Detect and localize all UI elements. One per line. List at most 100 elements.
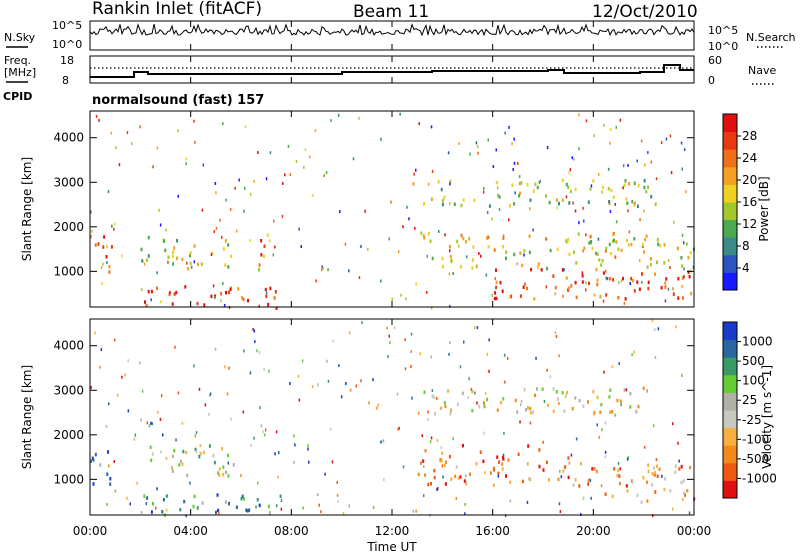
data-cell xyxy=(212,284,215,288)
data-cell xyxy=(237,287,240,291)
data-cell xyxy=(464,503,466,506)
data-cell xyxy=(165,228,167,232)
data-cell xyxy=(92,458,95,462)
data-cell xyxy=(505,256,507,261)
data-cell xyxy=(423,390,426,394)
data-cell xyxy=(502,453,505,457)
data-cell xyxy=(623,183,626,187)
data-cell xyxy=(429,440,432,444)
data-cell xyxy=(415,168,417,172)
data-cell xyxy=(406,205,408,209)
power-y-axis: 1000 2000 3000 4000 xyxy=(53,131,694,278)
data-cell xyxy=(348,331,351,335)
data-cell xyxy=(604,492,607,496)
data-cell xyxy=(636,159,638,163)
data-cell xyxy=(505,474,507,478)
data-cell xyxy=(665,137,668,141)
data-cell xyxy=(465,240,467,244)
data-cell xyxy=(518,181,521,186)
data-cell xyxy=(578,398,581,403)
data-cell xyxy=(229,208,232,211)
data-cell xyxy=(565,276,568,280)
data-cell xyxy=(498,195,501,199)
data-cell xyxy=(592,179,595,183)
data-cell xyxy=(546,368,548,372)
data-cell xyxy=(519,294,522,298)
data-cell xyxy=(212,453,215,458)
data-cell xyxy=(398,250,400,254)
data-cell xyxy=(614,255,617,259)
data-cell xyxy=(574,478,577,482)
data-cell xyxy=(449,341,451,344)
data-cell xyxy=(606,277,609,281)
data-cell xyxy=(508,218,510,222)
data-cell xyxy=(444,233,446,237)
data-cell xyxy=(175,438,177,442)
data-cell xyxy=(610,188,613,193)
data-cell xyxy=(514,191,516,195)
data-cell xyxy=(268,511,271,515)
data-cell xyxy=(156,146,159,150)
data-cell xyxy=(193,119,195,123)
data-cell xyxy=(628,243,630,247)
data-cell xyxy=(265,294,268,299)
data-cell xyxy=(523,387,526,392)
colorbar-segment xyxy=(723,480,737,499)
data-cell xyxy=(317,383,319,387)
data-cell xyxy=(441,464,444,468)
data-cell xyxy=(91,229,93,233)
data-cell xyxy=(570,189,572,194)
data-cell xyxy=(225,470,227,474)
data-cell xyxy=(687,255,690,260)
data-cell xyxy=(194,447,197,452)
data-cell xyxy=(463,340,465,344)
data-cell xyxy=(591,467,594,471)
data-cell xyxy=(368,401,370,405)
data-cell xyxy=(108,265,111,269)
data-cell xyxy=(526,406,529,410)
data-cell xyxy=(462,443,464,448)
data-cell xyxy=(625,484,628,488)
data-cell xyxy=(622,164,625,168)
data-cell xyxy=(677,277,680,281)
data-cell xyxy=(482,459,485,464)
data-cell xyxy=(499,280,502,285)
data-cell xyxy=(165,494,168,498)
data-cell xyxy=(423,236,426,240)
colorbar-segment xyxy=(723,357,737,376)
data-cell xyxy=(448,244,451,249)
data-cell xyxy=(663,243,666,247)
data-cell xyxy=(622,276,624,281)
colorbar-tick-label: 1000 xyxy=(742,335,773,349)
data-cell xyxy=(222,122,224,126)
data-cell xyxy=(431,394,434,398)
velocity-y-axis-label: Slant Range [km] xyxy=(20,365,34,469)
data-cell xyxy=(665,277,668,281)
data-cell xyxy=(215,510,217,515)
data-cell xyxy=(424,449,427,453)
velocity-panel xyxy=(90,319,696,518)
data-cell xyxy=(189,481,191,485)
colorbar-segment xyxy=(723,114,737,133)
data-cell xyxy=(344,242,347,246)
data-cell xyxy=(628,230,631,234)
data-cell xyxy=(221,447,224,451)
data-cell xyxy=(337,499,339,503)
data-cell xyxy=(585,288,587,292)
data-cell xyxy=(585,119,588,123)
data-cell xyxy=(441,256,444,261)
data-cell xyxy=(476,401,478,405)
data-cell xyxy=(219,218,221,222)
data-cell xyxy=(449,255,452,259)
data-cell xyxy=(502,236,505,240)
data-cell xyxy=(572,250,575,254)
data-cell xyxy=(102,245,105,249)
data-cell xyxy=(242,497,245,501)
data-cell xyxy=(126,496,128,500)
data-cell xyxy=(656,237,659,242)
colorbar-segment xyxy=(723,149,737,168)
data-cell xyxy=(449,202,451,206)
data-cell xyxy=(653,473,656,477)
data-cell xyxy=(459,475,462,479)
data-cell xyxy=(430,197,433,201)
